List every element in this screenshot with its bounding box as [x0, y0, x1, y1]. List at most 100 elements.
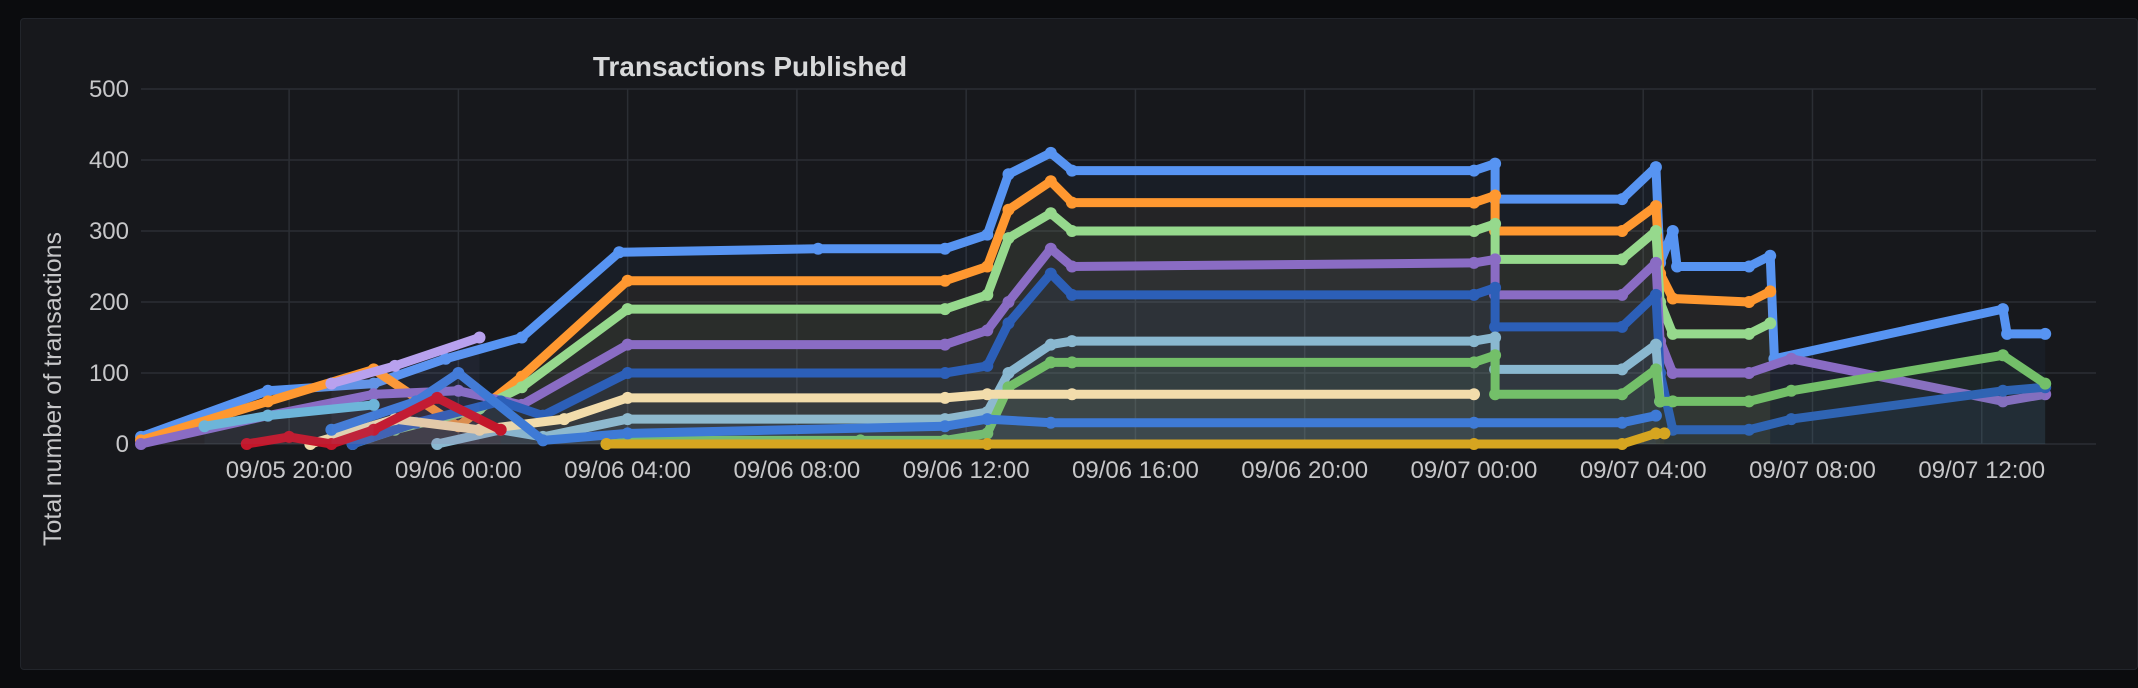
series-2-point	[1743, 327, 1755, 340]
series-2-point	[515, 381, 528, 394]
series-3-point	[1743, 367, 1755, 379]
series-1-point	[939, 274, 951, 287]
series-3-point	[1785, 352, 1798, 365]
series-0-point	[1996, 303, 2009, 316]
series-2-point	[1044, 207, 1057, 220]
series-6-point	[1066, 356, 1078, 369]
series-6-area	[606, 355, 2046, 444]
chart-panel: Transactions Published 0 100 200 300 400 500 …	[20, 18, 2138, 670]
series-3-point	[939, 338, 951, 351]
series-1-point	[1743, 296, 1755, 308]
series-3-point	[1044, 242, 1057, 255]
series-6-point	[1785, 384, 1798, 397]
series-9-point	[367, 423, 380, 436]
series-2-point	[1666, 327, 1679, 340]
series-9-line	[242, 393, 506, 449]
series-6-point	[1489, 388, 1502, 401]
series-0-point	[1616, 193, 1629, 206]
series-9-point	[431, 391, 444, 404]
x-tick-label: 09/06 20:00	[1241, 457, 1368, 484]
series-12-point	[1468, 438, 1480, 450]
series-12-point	[1649, 427, 1662, 440]
y-axis-label: Total number of transactions	[39, 232, 67, 546]
series-8-point	[939, 420, 951, 433]
series-3-point	[1468, 256, 1480, 269]
x-tick-label: 09/07 08:00	[1749, 457, 1876, 484]
y-tick-label: 200	[89, 289, 129, 316]
series-2-point	[1002, 232, 1015, 245]
series-7-point	[621, 391, 634, 404]
series-2-point	[939, 303, 951, 316]
series-2-point	[1066, 225, 1078, 237]
series-6-point	[1616, 388, 1629, 401]
series-2-point	[1468, 225, 1480, 237]
series-7-point	[1468, 388, 1480, 401]
x-tick-label: 09/07 00:00	[1411, 457, 1538, 484]
series-1-area	[141, 181, 1771, 445]
y-axis-ticks: 0 100 200 300 400 500	[89, 76, 129, 458]
series-1-point	[1649, 200, 1662, 213]
series-0-point	[1671, 260, 1684, 273]
series-6-point	[1666, 395, 1679, 408]
series-0-point	[2039, 327, 2052, 340]
series-0-point	[1002, 168, 1015, 181]
series-3-point	[1066, 260, 1078, 273]
y-tick-label: 0	[116, 431, 129, 458]
series-1-point	[981, 260, 994, 273]
series-4-point	[1649, 288, 1662, 301]
series-4-point	[1468, 288, 1480, 301]
x-axis-ticks: 09/05 20:00 09/06 00:00 09/06 04:00 09/06 0…	[226, 457, 2045, 484]
series-8-point	[1649, 409, 1662, 422]
series-3-point	[621, 338, 634, 351]
chart-title: Transactions Published	[592, 51, 908, 82]
series-1-point	[1468, 196, 1480, 209]
series-4-point	[981, 359, 994, 372]
series-3-point	[135, 438, 147, 450]
series-0-point	[1666, 225, 1679, 237]
series-4-point	[621, 367, 634, 379]
series-1-point	[621, 274, 634, 287]
series-5-point	[1468, 335, 1480, 348]
series-6-point	[2039, 377, 2052, 390]
series-7-point	[939, 391, 951, 404]
series-1-point	[1666, 292, 1679, 305]
series-3-point	[1616, 288, 1629, 301]
series-2-point	[621, 303, 634, 316]
series-2-point	[1764, 317, 1777, 330]
series-0-point	[1764, 249, 1777, 262]
series-0-point	[613, 246, 626, 259]
x-tick-label: 09/06 04:00	[564, 457, 691, 484]
series-5-point	[621, 413, 634, 426]
series-2-point	[981, 288, 994, 301]
series-5-point	[1066, 335, 1078, 348]
series-3-point	[1489, 253, 1502, 266]
series-9-point	[494, 423, 507, 436]
y-tick-label: 300	[89, 218, 129, 245]
series-4-point	[939, 367, 951, 379]
series-3-point	[452, 384, 465, 397]
series-0-point	[2001, 327, 2014, 340]
series-0-point	[1066, 164, 1078, 177]
x-tick-label: 09/06 00:00	[395, 457, 522, 484]
series-3-point	[1002, 296, 1015, 308]
y-tick-label: 100	[89, 360, 129, 387]
series-5-point	[431, 438, 444, 450]
series-0-point	[515, 331, 528, 344]
series-6-point	[1649, 363, 1662, 376]
series-0-point	[439, 352, 452, 365]
series-8-point	[621, 427, 634, 440]
series-2-point	[1616, 253, 1629, 266]
series-1-point	[1764, 285, 1777, 298]
series-10-point	[388, 359, 401, 372]
series-6-point	[1996, 349, 2009, 362]
series-12-point	[1658, 427, 1671, 440]
series-7-point	[1066, 388, 1078, 401]
series-1-point	[1616, 225, 1629, 237]
series-6-point	[1044, 356, 1057, 369]
series-0-point	[1468, 164, 1480, 177]
series-4-point	[1044, 267, 1057, 280]
series-2-point	[1649, 225, 1662, 237]
series-group	[135, 146, 2052, 450]
x-tick-label: 09/06 16:00	[1072, 457, 1199, 484]
